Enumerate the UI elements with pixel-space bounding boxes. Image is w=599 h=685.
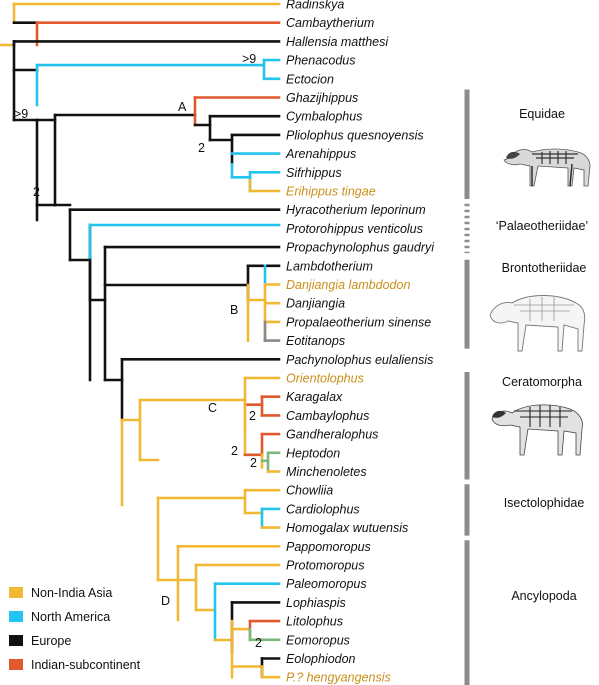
taxon-label-cymbalophus: Cymbalophus	[286, 110, 362, 124]
taxon-label-danjiangia_l: Danjiangia lambdodon	[286, 278, 410, 292]
taxon-label-cambaylophus: Cambaylophus	[286, 409, 369, 423]
taxon-label-ghazijhippus: Ghazijhippus	[286, 91, 358, 105]
node-d: D	[161, 594, 170, 608]
legend-label-north_america: North America	[31, 610, 110, 624]
taxon-label-radinskya: Radinskya	[286, 0, 344, 12]
clade-label-ceratomorpha: Ceratomorpha	[502, 375, 582, 389]
legend-swatch-indian_subcontinent	[9, 659, 23, 670]
taxon-label-hallensia: Hallensia matthesi	[286, 35, 389, 49]
legend: Non-India Asia North America Europe Indian-…	[9, 586, 141, 672]
clade-labels: Equidae ‘Palaeotheriidae’ Brontotheriidae C…	[496, 107, 588, 603]
taxon-label-hyracotherium: Hyracotherium leporinum	[286, 203, 426, 217]
taxon-label-lambdotherium: Lambdotherium	[286, 259, 373, 273]
taxon-label-pappomoropus: Pappomoropus	[286, 540, 371, 554]
taxon-label-propachynolophus: Propachynolophus gaudryi	[286, 241, 435, 255]
node-2-perissodactyla: 2	[33, 185, 40, 199]
taxon-label-protorohippus: Protorohippus venticolus	[286, 222, 423, 236]
node-gt9-root: >9	[14, 107, 28, 121]
taxon-label-phenacodus: Phenacodus	[286, 54, 356, 68]
clade-label-ancylopoda: Ancylopoda	[511, 589, 576, 603]
taxon-label-lophiaspis: Lophiaspis	[286, 596, 346, 610]
node-gt9-phenacodus: >9	[242, 52, 256, 66]
taxon-label-pliolophus: Pliolophus quesnoyensis	[286, 128, 424, 142]
taxon-label-eolophiodon: Eolophiodon	[286, 652, 356, 666]
taxon-label-p_hengyangensis: P.? hengyangensis	[286, 671, 391, 685]
taxon-label-karagalax: Karagalax	[286, 390, 343, 404]
taxon-label-paleomoropus: Paleomoropus	[286, 577, 367, 591]
taxon-label-cambaytherium: Cambaytherium	[286, 16, 374, 30]
legend-swatch-europe	[9, 635, 23, 646]
clade-label-isectolophidae: Isectolophidae	[504, 496, 585, 510]
node-2-litolophus: 2	[255, 636, 262, 650]
legend-swatch-non_india_asia	[9, 587, 23, 598]
taxon-labels: Radinskya Cambaytherium Hallensia matthesi…	[285, 0, 435, 685]
legend-label-indian_subcontinent: Indian-subcontinent	[31, 658, 141, 672]
node-2-heptodon: 2	[250, 456, 257, 470]
rhino-skeleton-icon	[491, 404, 583, 456]
clade-label-brontotheriidae: Brontotheriidae	[502, 261, 587, 275]
node-2-karagalax: 2	[249, 409, 256, 423]
taxon-label-eotitanops: Eotitanops	[286, 334, 345, 348]
taxon-label-gandheralophus: Gandheralophus	[286, 428, 378, 442]
taxon-label-eomoropus: Eomoropus	[286, 633, 350, 647]
brontothere-skeleton-icon	[489, 295, 586, 352]
taxon-label-minchenoletes: Minchenoletes	[286, 465, 367, 479]
taxon-label-erihippus: Erihippus tingae	[286, 185, 376, 199]
taxon-label-chowliia: Chowliia	[286, 484, 333, 498]
taxon-label-litolophus: Litolophus	[286, 615, 343, 629]
taxon-label-sifrhippus: Sifrhippus	[286, 166, 342, 180]
taxon-label-arenahippus: Arenahippus	[285, 147, 356, 161]
taxon-label-orientolophus: Orientolophus	[286, 372, 364, 386]
legend-label-europe: Europe	[31, 634, 71, 648]
horse-skeleton-icon	[503, 148, 591, 187]
clade-label-palaeotheriidae: ‘Palaeotheriidae’	[496, 219, 588, 233]
node-2-gandheralophus: 2	[231, 444, 238, 458]
taxon-label-homogalax: Homogalax wutuensis	[286, 521, 408, 535]
taxon-label-propalaeotherium: Propalaeotherium sinense	[286, 315, 431, 329]
legend-swatch-north_america	[9, 611, 23, 622]
taxon-label-pachynolophus: Pachynolophus eulaliensis	[286, 353, 433, 367]
taxon-label-danjiangia: Danjiangia	[286, 297, 345, 311]
taxon-label-heptodon: Heptodon	[286, 446, 340, 460]
tree-branches	[0, 2, 281, 679]
node-2-equidae: 2	[198, 141, 205, 155]
taxon-label-protomoropus: Protomoropus	[286, 559, 365, 573]
node-a: A	[178, 100, 187, 114]
node-c: C	[208, 401, 217, 415]
node-b: B	[230, 303, 238, 317]
taxon-label-ectocion: Ectocion	[286, 72, 334, 86]
legend-label-non_india_asia: Non-India Asia	[31, 586, 112, 600]
clade-label-equidae: Equidae	[519, 107, 565, 121]
taxon-label-cardiolophus: Cardiolophus	[286, 502, 360, 516]
